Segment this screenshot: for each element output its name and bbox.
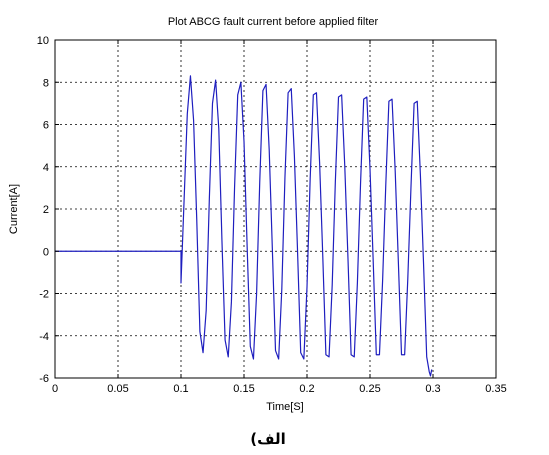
y-tick-label: 4 (43, 162, 49, 174)
figure-caption: الف) (250, 430, 286, 448)
x-tick-label: 0.35 (485, 383, 506, 395)
x-axis-label: Time[S] (266, 401, 304, 413)
series-line (55, 75, 433, 377)
y-tick-label: 2 (43, 204, 49, 216)
y-axis-label: Current[A] (8, 184, 20, 234)
x-tick-label: 0.2 (299, 383, 314, 395)
ticks: 0 0.05 0.1 0.15 0.2 0.25 0.3 0.35 -6 -4 -2 0 2 4 6 8 10 (37, 35, 507, 395)
y-tick-label: 0 (43, 246, 49, 258)
y-tick-label: 8 (43, 77, 49, 89)
x-tick-label: 0.25 (359, 383, 380, 395)
y-tick-label: 10 (37, 35, 49, 47)
series-layer (55, 75, 433, 377)
y-tick-label: -2 (39, 289, 49, 301)
x-tick-label: 0.05 (107, 383, 128, 395)
x-tick-label: 0.3 (425, 383, 440, 395)
y-tick-label: 6 (43, 120, 49, 132)
x-tick-label: 0 (52, 383, 58, 395)
y-tick-label: -6 (39, 373, 49, 385)
x-tick-label: 0.1 (173, 383, 188, 395)
x-tick-label: 0.15 (233, 383, 254, 395)
chart-title: Plot ABCG fault current before applied f… (168, 16, 379, 28)
y-tick-label: -4 (39, 331, 49, 343)
